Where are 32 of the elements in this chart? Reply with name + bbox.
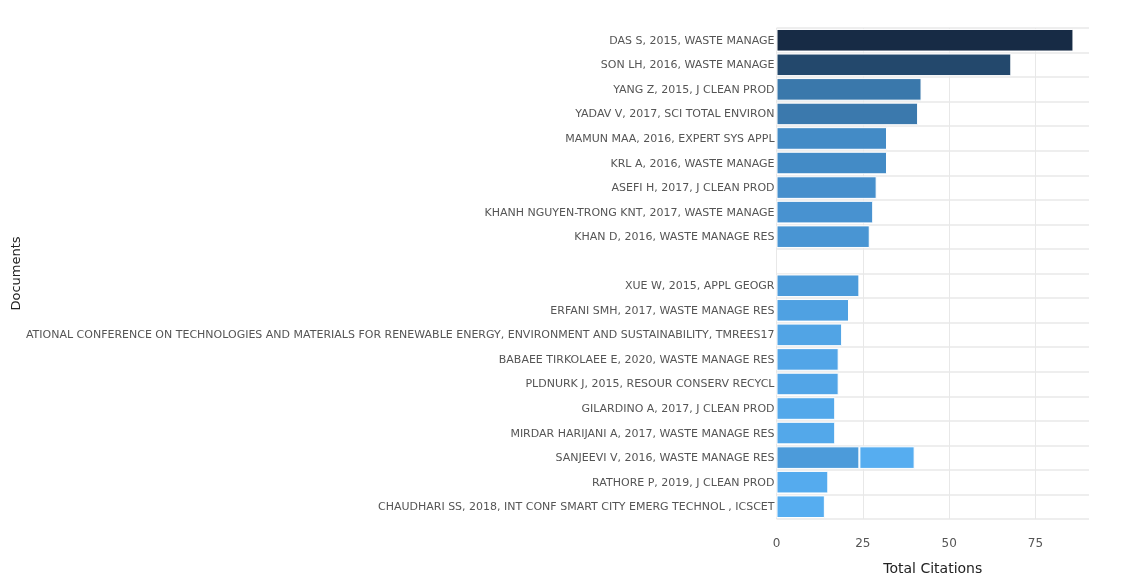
- y-axis-title: Documents: [8, 236, 23, 311]
- y-tick-label: KHANH NGUYEN-TRONG KNT, 2017, WASTE MANAGE: [484, 205, 775, 219]
- y-tick-label: ASEFI H, 2017, J CLEAN PROD: [611, 181, 775, 195]
- x-axis-title: Total Citations: [882, 560, 983, 576]
- y-tick-label: CHAUDHARI SS, 2018, INT CONF SMART CITY EMERG TECHNOL , ICSCET: [377, 500, 775, 514]
- bar: [776, 397, 836, 420]
- y-tick-label: YADAV V, 2017, SCI TOTAL ENVIRON: [574, 107, 775, 121]
- y-tick-label: XUE W, 2015, APPL GEOGR: [624, 279, 775, 293]
- y-tick-label: ATIONAL CONFERENCE ON TECHNOLOGIES AND MATERIALS FOR RENEWABLE ENERGY, ENVIRONMENT AND SUSTAINABILITY, TMREES17: [25, 328, 775, 342]
- y-tick-label: KHAN D, 2016, WASTE MANAGE RES: [574, 230, 775, 244]
- bar: [776, 348, 839, 371]
- y-tick-label: YANG Z, 2015, J CLEAN PROD: [612, 82, 775, 96]
- y-tick-label: KRL A, 2016, WASTE MANAGE: [610, 156, 775, 170]
- x-tick-label: 0: [772, 536, 781, 550]
- x-tick-label: 25: [855, 536, 871, 550]
- y-tick-label: GILARDINO A, 2017, J CLEAN PROD: [581, 402, 775, 416]
- x-tick-label: 75: [1027, 536, 1044, 550]
- x-tick-label: 50: [941, 536, 957, 550]
- y-tick-label: DAS S, 2015, WASTE MANAGE: [609, 33, 775, 47]
- y-tick-label: MAMUN MAA, 2016, EXPERT SYS APPL: [565, 131, 776, 145]
- y-tick-label: ERFANI SMH, 2017, WASTE MANAGE RES: [550, 303, 775, 317]
- bar: [776, 176, 877, 199]
- bar: [776, 127, 888, 150]
- bar: [776, 274, 860, 298]
- y-tick-label: RATHORE P, 2019, J CLEAN PROD: [592, 475, 775, 489]
- y-tick-label: BABAEE TIRKOLAEE E, 2020, WASTE MANAGE RES: [498, 352, 775, 366]
- y-tick-label: SON LH, 2016, WASTE MANAGE: [600, 58, 775, 72]
- y-tick-label: PLDNURK J, 2015, RESOUR CONSERV RECYCL: [525, 377, 776, 391]
- y-tick-label: SANJEEVI V, 2016, WASTE MANAGE RES: [555, 451, 775, 465]
- y-tick-label: MIRDAR HARIJANI A, 2017, WASTE MANAGE RES: [510, 426, 775, 440]
- bar: [776, 372, 839, 396]
- bar: [776, 151, 888, 175]
